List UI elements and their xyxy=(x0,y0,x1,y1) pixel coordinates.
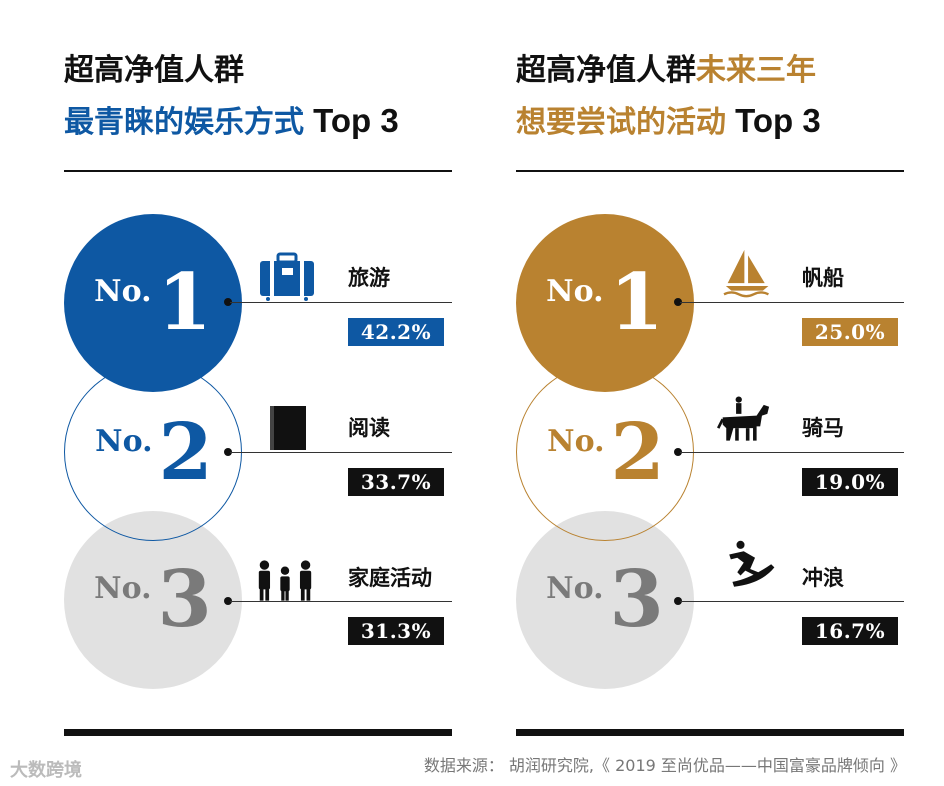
item-label: 阅读 xyxy=(348,416,390,440)
right-rank3-circle: No. 3 xyxy=(516,511,694,689)
rank-prefix: No. xyxy=(95,423,153,459)
percent-badge: 33.7% xyxy=(348,468,444,496)
right-rank2-circle: No. 2 xyxy=(516,363,694,541)
watermark: 大数跨境 xyxy=(10,760,82,781)
connector-line xyxy=(230,452,452,453)
right-title-black: 超高净值人群 xyxy=(516,53,696,88)
rank-prefix: No. xyxy=(94,273,152,309)
right-title-line2: 想要尝试的活动 Top 3 xyxy=(516,102,821,142)
left-bottom-rule xyxy=(64,729,452,736)
right-rank1-circle: No. 1 xyxy=(516,214,694,392)
connector-line xyxy=(680,302,904,303)
rank-prefix: No. xyxy=(94,570,152,606)
horse-rider-icon xyxy=(717,396,770,441)
item-label: 帆船 xyxy=(802,266,844,290)
connector-line xyxy=(230,601,452,602)
connector-dot xyxy=(674,448,682,456)
left-title-accent: 最青睐的娱乐方式 xyxy=(64,105,304,140)
connector-dot xyxy=(224,298,232,306)
item-label: 骑马 xyxy=(802,416,844,440)
percent-badge: 42.2% xyxy=(348,318,444,346)
left-title-line2: 最青睐的娱乐方式 Top 3 xyxy=(64,102,399,142)
right-title-accent2: 想要尝试的活动 xyxy=(516,105,726,140)
rank-prefix: No. xyxy=(547,423,605,459)
right-top-rule xyxy=(516,170,904,172)
family-icon xyxy=(258,560,312,601)
percent-badge: 19.0% xyxy=(802,468,898,496)
percent-badge: 31.3% xyxy=(348,617,444,645)
rank-number: 3 xyxy=(609,554,664,645)
source-note: 数据来源： 胡润研究院,《 2019 至尚优品——中国富豪品牌倾向 》 xyxy=(423,756,906,775)
item-label: 家庭活动 xyxy=(348,566,432,590)
luggage-icon xyxy=(260,252,314,301)
right-title-top3: Top 3 xyxy=(726,102,821,139)
connector-dot xyxy=(674,597,682,605)
left-rank2-circle: No. 2 xyxy=(64,363,242,541)
rank-number: 1 xyxy=(157,257,212,348)
rank-number: 1 xyxy=(609,257,664,348)
book-icon xyxy=(270,406,306,450)
surfer-icon xyxy=(729,540,775,587)
right-title-line1: 超高净值人群未来三年 xyxy=(516,52,816,90)
rank-number: 2 xyxy=(610,407,665,498)
item-label: 旅游 xyxy=(348,266,390,290)
connector-line xyxy=(680,452,904,453)
item-label: 冲浪 xyxy=(802,566,844,590)
connector-dot xyxy=(224,597,232,605)
connector-line xyxy=(230,302,452,303)
percent-badge: 25.0% xyxy=(802,318,898,346)
rank-prefix: No. xyxy=(546,273,604,309)
right-bottom-rule xyxy=(516,729,904,736)
rank-number: 3 xyxy=(157,554,212,645)
rank-number: 2 xyxy=(158,407,213,498)
left-title-line1: 超高净值人群 xyxy=(64,53,244,88)
left-rank1-circle: No. 1 xyxy=(64,214,242,392)
left-panel: 超高净值人群 最青睐的娱乐方式 Top 3 No. 3 No. 2 No. 1 旅游 … xyxy=(64,0,464,786)
connector-dot xyxy=(224,448,232,456)
left-title-top3: Top 3 xyxy=(304,102,399,139)
connector-line xyxy=(680,601,904,602)
connector-dot xyxy=(674,298,682,306)
left-top-rule xyxy=(64,170,452,172)
right-title-accent1: 未来三年 xyxy=(696,53,816,88)
sailboat-icon xyxy=(723,249,769,298)
percent-badge: 16.7% xyxy=(802,617,898,645)
rank-prefix: No. xyxy=(546,570,604,606)
right-panel: 超高净值人群未来三年 想要尝试的活动 Top 3 No. 3 No. 2 No. 1 … xyxy=(516,0,916,786)
